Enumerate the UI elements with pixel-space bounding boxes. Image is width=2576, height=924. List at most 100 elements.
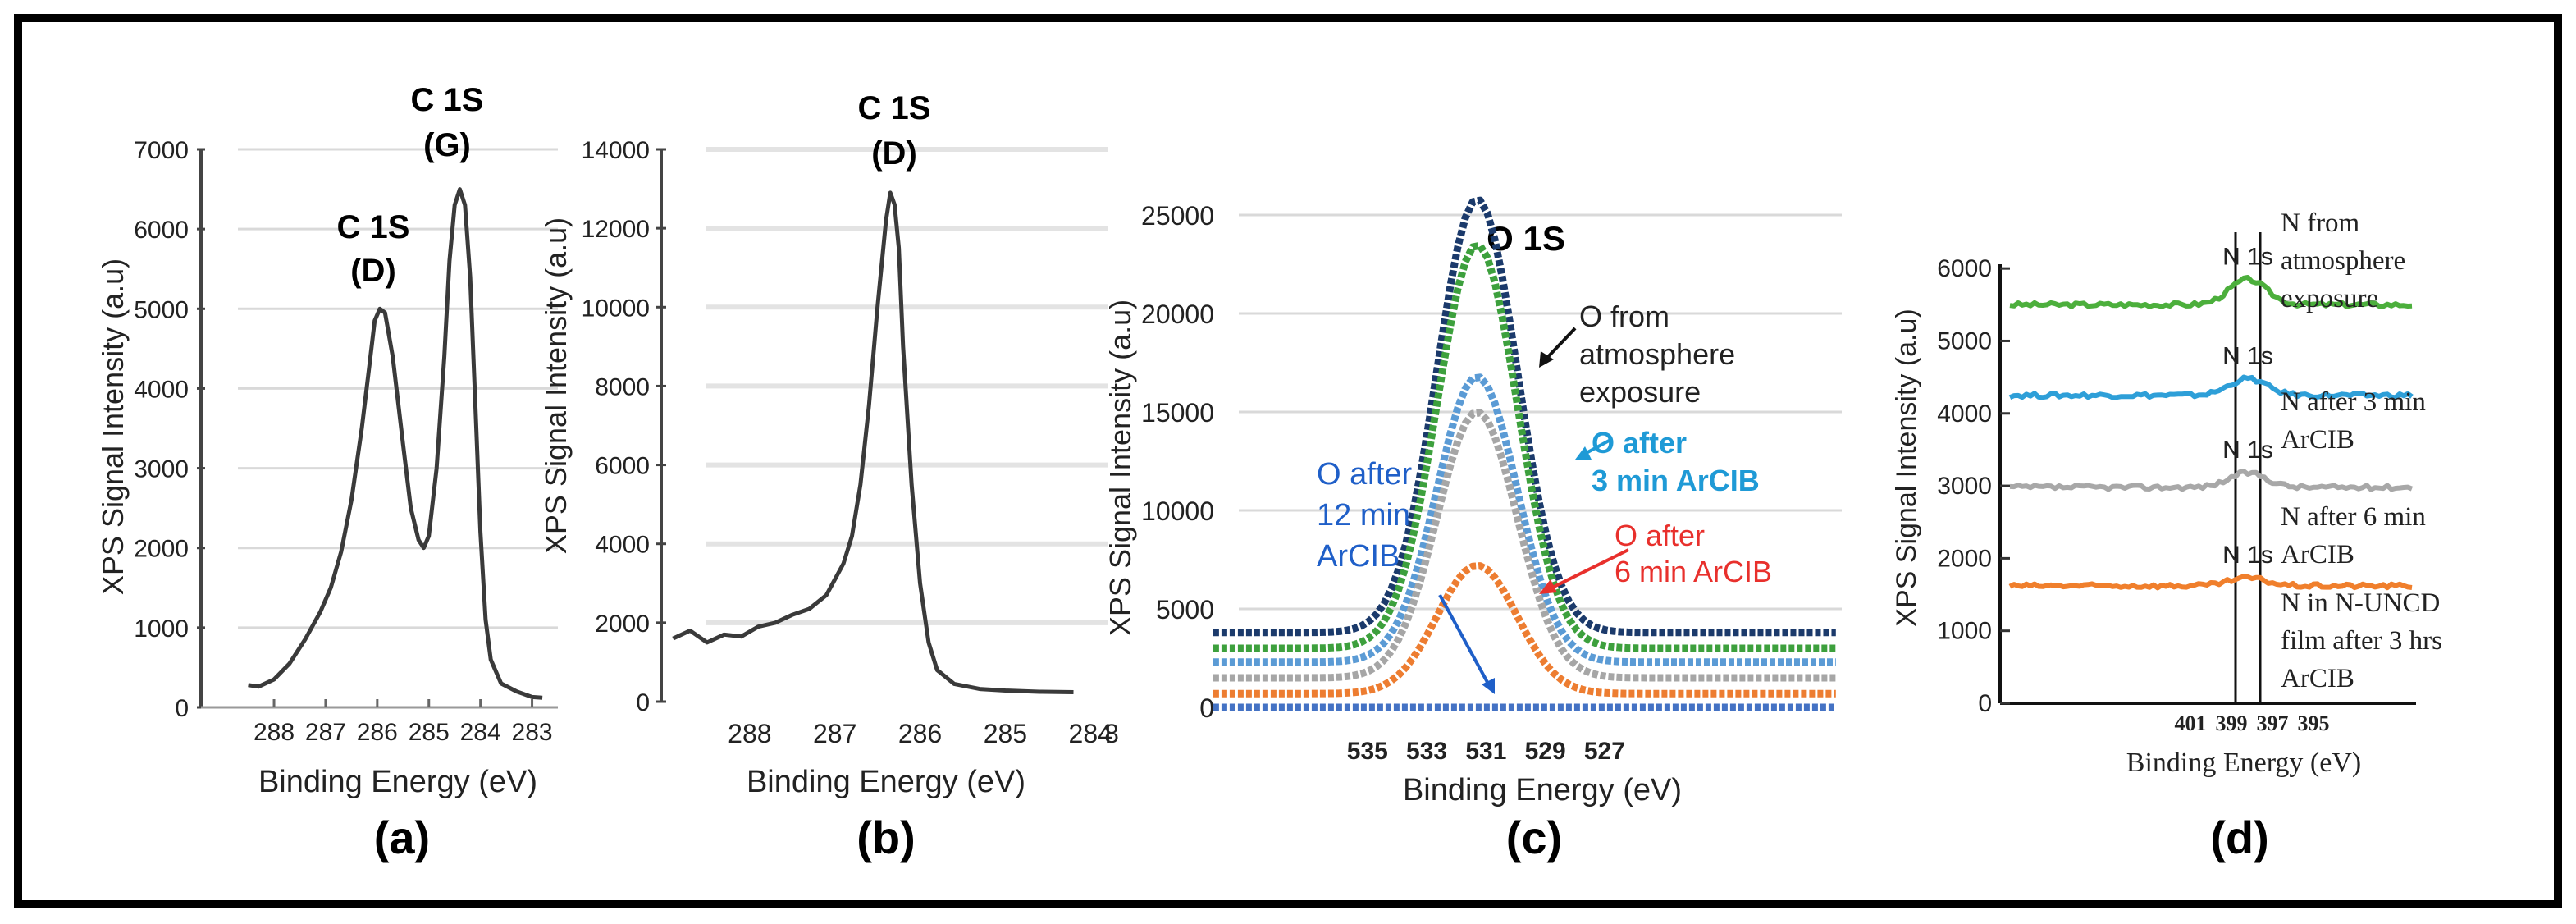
xtick-label-a: 283: [512, 719, 553, 746]
xtick-label-a: 288: [253, 719, 295, 746]
xtick-label-d: 397: [2257, 711, 2289, 735]
xtick-label-d: 401: [2175, 711, 2207, 735]
panel-label-c: (c): [1506, 812, 1562, 863]
ytick-label-b: 10000: [582, 295, 650, 322]
xtick-label-a: 285: [409, 719, 450, 746]
figure-frame: [14, 14, 2562, 908]
xtick-label-c: 535: [1347, 738, 1388, 765]
series-label-d-3: ArCIB: [2281, 664, 2354, 693]
peak-label-d: N 1s: [2222, 542, 2273, 569]
y-axis-title-c: XPS Signal Intensity (a.u): [1103, 300, 1137, 636]
series-line-d-3: [2008, 574, 2413, 591]
annotation-c1s-d-sub-a: (D): [350, 253, 396, 289]
xtick-label-c: 527: [1584, 738, 1625, 765]
series-line-b: [672, 190, 1074, 694]
arrowhead-6min-c: [1539, 579, 1557, 594]
y-axis-title-a: XPS Signal Intensity (a.u): [96, 258, 130, 595]
ytick-label-d: 2000: [1937, 545, 1992, 572]
ytick-label-c: 5000: [1156, 595, 1214, 624]
arrowhead-atmosphere-c: [1539, 351, 1554, 368]
annotation-c1s-g-sub-a: (G): [423, 127, 471, 163]
arrowhead-3min-c: [1575, 446, 1592, 460]
series-label-d-0: exposure: [2281, 284, 2378, 313]
ytick-label-d: 4000: [1937, 400, 1992, 428]
ytick-label-b: 8000: [595, 373, 650, 400]
x-axis-title-c: Binding Energy (eV): [1403, 773, 1682, 807]
annotation-c1s-d-a: C 1S: [337, 209, 410, 245]
ytick-label-b: 2000: [595, 611, 650, 638]
peak-label-d: N 1s: [2222, 342, 2273, 369]
ytick-label-a: 6000: [134, 217, 189, 244]
xtick-label-d: 395: [2298, 711, 2330, 735]
ytick-label-c: 0: [1199, 693, 1214, 723]
x-axis-title-d: Binding Energy (eV): [2126, 748, 2361, 778]
series-label-d-0: atmosphere: [2281, 246, 2405, 276]
xtick-label-a: 287: [305, 719, 346, 746]
annotation-c1s-d-b: C 1S: [858, 90, 931, 126]
series-label-d-2: ArCIB: [2281, 540, 2354, 569]
annotation-c1s-d-sub-b: (D): [871, 135, 917, 172]
ytick-label-a: 0: [175, 695, 189, 722]
panel-b: 0 2000 4000 6000 8000 10000 12000 14000 288 287 28…: [539, 90, 1119, 799]
x-axis-title-a: Binding Energy (eV): [258, 765, 537, 799]
xtick-label-b: 285: [984, 719, 1027, 748]
series-label-d-1: N after 3 min: [2281, 387, 2426, 417]
series-label-d-3: film after 3 hrs: [2281, 626, 2442, 656]
ytick-label-d: 3000: [1937, 473, 1992, 500]
xtick-label-c: 531: [1465, 738, 1506, 765]
arrow-6min-c: [1548, 548, 1629, 591]
series-line-c-1: [1213, 241, 1836, 652]
series-label-d-2: N after 6 min: [2281, 502, 2426, 532]
annotation-o-atmosphere-c: exposure: [1579, 375, 1701, 409]
panel-label-a: (a): [374, 812, 430, 863]
annotation-o-atmosphere-c: atmosphere: [1579, 337, 1735, 371]
xtick-label-a: 284: [460, 719, 501, 746]
annotation-o-atmosphere-c: O from: [1579, 300, 1669, 333]
ytick-label-c: 15000: [1141, 398, 1214, 428]
ytick-label-d: 0: [1978, 690, 1992, 717]
series-line-c-4: [1213, 562, 1836, 698]
ytick-label-a: 3000: [134, 456, 189, 483]
xtick-label-b: 288: [728, 719, 771, 748]
annotation-o-12min-c: O after: [1317, 457, 1412, 492]
ytick-label-a: 2000: [134, 536, 189, 563]
xtick-label-c: 529: [1525, 738, 1566, 765]
ytick-label-b: 14000: [582, 137, 650, 164]
series-line-c-2: [1213, 373, 1836, 666]
ytick-label-c: 20000: [1141, 300, 1214, 329]
ytick-label-b: 4000: [595, 532, 650, 559]
series-label-d-0: N from: [2281, 208, 2360, 238]
series-label-d-1: ArCIB: [2281, 425, 2354, 455]
xtick-label-b: 284: [1069, 719, 1112, 748]
peak-label-d: N 1s: [2222, 243, 2273, 270]
arrow-atmosphere-c: [1542, 327, 1577, 363]
annotation-o-6min-c: O after: [1615, 519, 1705, 552]
ytick-label-c: 10000: [1141, 496, 1214, 526]
annotation-c1s-g-a: C 1S: [411, 82, 484, 118]
arrow-12min-c: [1438, 594, 1491, 686]
ytick-label-d: 5000: [1937, 327, 1992, 355]
x-axis-title-b: Binding Energy (eV): [747, 765, 1025, 799]
series-line-d-0: [2009, 275, 2413, 309]
panel-label-b: (b): [856, 812, 916, 863]
chart-title-c: O 1S: [1487, 219, 1565, 258]
ytick-label-b: 12000: [582, 216, 650, 243]
y-axis-title-d: XPS Signal Intensity (a.u): [1891, 309, 1922, 626]
ytick-label-b: 6000: [595, 453, 650, 480]
annotation-o-6min-c: 6 min ArCIB: [1615, 555, 1772, 588]
xtick-label-b: 286: [898, 719, 942, 748]
y-axis-title-b: XPS Signal Intensity (a.u): [539, 217, 573, 554]
ytick-label-a: 7000: [134, 137, 189, 164]
xtick-label-b: 8: [1104, 719, 1119, 748]
xtick-label-d: 399: [2216, 711, 2248, 735]
panel-a: 0 1000 2000 3000 4000 5000 6000 7000 288 287 286 28…: [96, 82, 558, 799]
panel-d: 0 1000 2000 3000 4000 5000 6000 401 399 397 395 Bin…: [1891, 208, 2442, 778]
series-line-d-2: [2009, 469, 2414, 492]
annotation-o-12min-c: ArCIB: [1317, 539, 1400, 574]
annotation-o-3min-c: 3 min ArCIB: [1592, 464, 1760, 497]
peak-label-d: N 1s: [2222, 437, 2273, 464]
panel-c: 0 5000 10000 15000 20000 25000 535 533 531 529 527…: [1103, 196, 1842, 807]
ytick-label-a: 4000: [134, 376, 189, 403]
annotation-o-12min-c: 12 min: [1317, 498, 1410, 533]
